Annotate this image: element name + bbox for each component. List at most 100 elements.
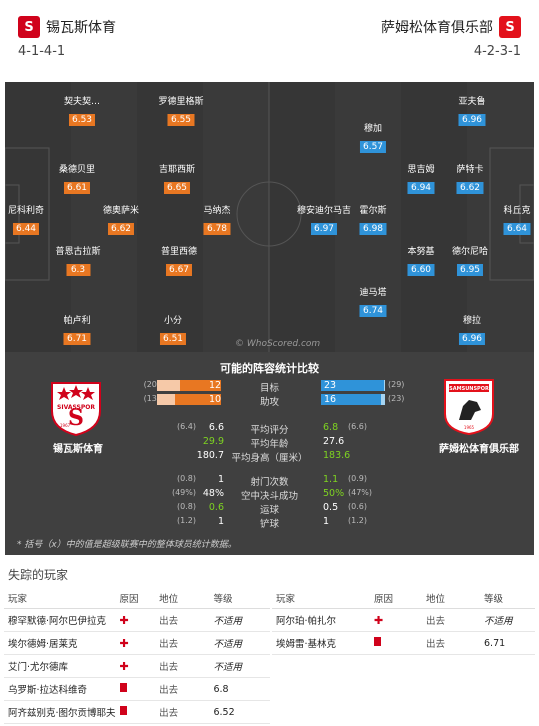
player-name[interactable]: 小分 [163,316,183,326]
away-value: 50% [323,488,345,499]
stat-row: (1.2) 1 铲球 1 (1.2) [5,516,534,530]
col-player: 玩家 [272,588,370,609]
player-rating: 6.53 [68,114,96,126]
away-player[interactable]: 迪马塔 6.74 [359,285,387,317]
missing-reason [115,677,156,701]
missing-player-name[interactable]: 艾门·尤尔德库 [4,654,116,678]
away-player[interactable]: 本努基 6.60 [407,244,435,276]
home-team-name[interactable]: 锡瓦斯体育 [46,20,116,36]
pitch-lines [5,82,534,352]
away-player[interactable]: 思吉姆 6.94 [407,162,435,194]
missing-player-name[interactable]: 阿齐兹别克·图尔贡博耶夫 [4,700,116,724]
away-player[interactable]: 穆拉 6.96 [458,313,486,345]
injury-icon: ✚ [374,613,384,627]
away-league-value: (23) [388,394,405,403]
stat-label: 平均评分 [250,425,289,436]
player-rating: 6.65 [163,182,191,194]
player-name[interactable]: 科丘克 [503,206,531,216]
away-league-value: (1.2) [348,516,367,525]
player-name[interactable]: 穆拉 [462,316,482,326]
missing-player-row[interactable]: 乌罗斯·拉达科维奇 出去 6.8 [4,677,270,701]
missing-rating: 不适用 [480,608,535,632]
home-player[interactable]: 桑德贝里 6.61 [59,162,95,194]
home-player[interactable]: 尼科利奇 6.44 [8,203,44,235]
home-player[interactable]: 德奥萨米 6.62 [103,203,139,235]
away-team-name[interactable]: 萨姆松体育俱乐部 [381,20,493,36]
away-player[interactable]: 科丘克 6.64 [503,203,531,235]
away-player[interactable]: 穆安迪尔马吉 6.97 [297,203,351,235]
home-player[interactable]: 普里西德 6.67 [161,244,197,276]
col-status: 地位 [422,588,480,609]
away-player[interactable]: 霍尔斯 6.98 [359,203,387,235]
home-player[interactable]: 马纳杰 6.78 [203,203,231,235]
player-name[interactable]: 穆加 [363,124,383,134]
home-player[interactable]: 契夫契… 6.53 [64,94,100,126]
player-name[interactable]: 亚夫鲁 [458,97,486,107]
player-name[interactable]: 德奥萨米 [102,206,140,216]
missing-rating: 不适用 [209,654,270,678]
missing-player-name[interactable]: 乌罗斯·拉达科维奇 [4,677,116,701]
missing-player-name[interactable]: 埃姆雷·基林克 [272,631,370,655]
player-name[interactable]: 普恩古拉斯 [55,247,101,257]
home-league-value: (49%) [171,488,196,497]
home-value: 10 [209,394,222,405]
player-name[interactable]: 契夫契… [63,97,101,107]
player-name[interactable]: 普里西德 [160,247,198,257]
player-name[interactable]: 迪马塔 [359,288,387,298]
home-league-value: (20) [143,380,160,389]
away-player[interactable]: 德尔尼哈 6.95 [452,244,488,276]
missing-player-row[interactable]: 艾门·尤尔德库 ✚ 出去 不适用 [4,654,270,678]
missing-player-row[interactable]: 埃尔德姆·居莱克 ✚ 出去 不适用 [4,631,270,655]
missing-player-name[interactable]: 阿尔珀·帕扎尔 [272,608,370,632]
player-name[interactable]: 思吉姆 [407,165,435,175]
sivasspor-logo-icon: S [18,16,40,38]
home-player[interactable]: 吉耶西斯 6.65 [159,162,195,194]
crest-year: 1965 [464,425,475,430]
player-name[interactable]: 本努基 [407,247,435,257]
player-name[interactable]: 萨特卡 [456,165,484,175]
home-player[interactable]: 帕卢利 6.71 [63,313,91,345]
away-value: 27.6 [323,436,345,447]
home-bar-fill [175,394,221,405]
missing-player-name[interactable]: 埃尔德姆·居莱克 [4,631,116,655]
home-player[interactable]: 普恩古拉斯 6.3 [55,244,101,276]
injury-icon: ✚ [119,613,129,627]
missing-status: 出去 [155,677,210,701]
player-rating: 6.3 [65,264,90,276]
home-value: 0.6 [208,502,224,513]
missing-player-row[interactable]: 穆罕默德·阿尔巴伊拉克 ✚ 出去 不适用 [4,608,270,632]
player-name[interactable]: 吉耶西斯 [158,165,196,175]
home-league-value: (13) [143,394,160,403]
home-team[interactable]: S 锡瓦斯体育 [18,16,116,38]
home-player[interactable]: 罗德里格斯 6.55 [158,94,204,126]
home-league-value: (6.4) [177,422,196,431]
home-missing-table: 玩家 原因 地位 等级 穆罕默德·阿尔巴伊拉克 ✚ 出去 不适用 埃尔德姆·居莱克 ✚ 出去… [4,588,270,724]
missing-player-row[interactable]: 阿尔珀·帕扎尔 ✚ 出去 不适用 [272,608,535,632]
player-name[interactable]: 霍尔斯 [359,206,387,216]
missing-player-name[interactable]: 穆罕默德·阿尔巴伊拉克 [4,608,116,632]
col-status: 地位 [155,588,210,609]
player-rating: 6.97 [310,223,338,235]
player-rating: 6.60 [407,264,435,276]
missing-player-row[interactable]: 埃姆雷·基林克 出去 6.71 [272,631,535,655]
player-name[interactable]: 马纳杰 [203,206,231,216]
home-value: 48% [202,488,224,499]
red-card-icon [374,637,381,646]
player-rating: 6.67 [165,264,193,276]
missing-reason: ✚ [115,608,156,632]
missing-player-row[interactable]: 阿齐兹别克·图尔贡博耶夫 出去 6.52 [4,700,270,724]
player-name[interactable]: 帕卢利 [63,316,91,326]
away-player[interactable]: 萨特卡 6.62 [456,162,484,194]
player-rating: 6.74 [359,305,387,317]
player-name[interactable]: 桑德贝里 [58,165,96,175]
col-reason: 原因 [115,588,156,609]
player-name[interactable]: 罗德里格斯 [158,97,204,107]
home-player[interactable]: 小分 6.51 [159,313,187,345]
away-team[interactable]: 萨姆松体育俱乐部 S [381,16,521,38]
player-name[interactable]: 尼科利奇 [7,206,45,216]
home-value: 1 [217,516,224,527]
player-name[interactable]: 穆安迪尔马吉 [296,206,352,216]
away-player[interactable]: 穆加 6.57 [359,121,387,153]
player-name[interactable]: 德尔尼哈 [451,247,489,257]
away-player[interactable]: 亚夫鲁 6.96 [458,94,486,126]
